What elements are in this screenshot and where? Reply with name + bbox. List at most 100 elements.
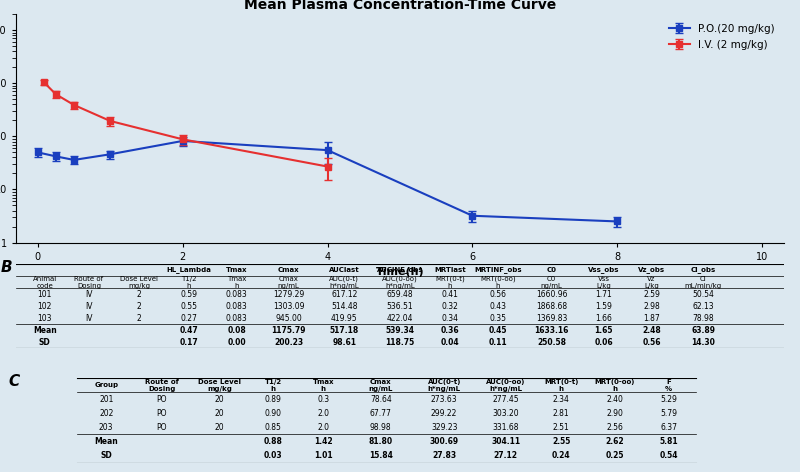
Text: T1/2
h: T1/2 h <box>265 379 282 392</box>
Text: 1.71: 1.71 <box>595 290 612 299</box>
Text: AUC(0-oo)
h*ng/mL: AUC(0-oo) h*ng/mL <box>486 379 526 392</box>
Text: 0.41: 0.41 <box>442 290 458 299</box>
Text: 2.56: 2.56 <box>606 423 623 432</box>
Text: Tmax
h: Tmax h <box>227 276 246 288</box>
Text: 98.61: 98.61 <box>332 338 356 347</box>
Text: 0.27: 0.27 <box>180 314 198 323</box>
Text: 0.11: 0.11 <box>489 338 507 347</box>
Text: 300.69: 300.69 <box>430 437 458 446</box>
Text: 1.59: 1.59 <box>595 302 612 311</box>
Text: 5.29: 5.29 <box>660 395 678 404</box>
Text: 1.01: 1.01 <box>314 451 333 460</box>
Text: 98.98: 98.98 <box>370 423 392 432</box>
Text: 20: 20 <box>214 423 224 432</box>
Text: 0.06: 0.06 <box>594 338 613 347</box>
Text: 2: 2 <box>137 302 142 311</box>
Text: 2.59: 2.59 <box>643 290 660 299</box>
Text: Vss_obs: Vss_obs <box>588 267 619 273</box>
Text: 1633.16: 1633.16 <box>534 326 569 335</box>
Text: 0.25: 0.25 <box>606 451 624 460</box>
Text: Cmax
ng/mL: Cmax ng/mL <box>278 276 299 288</box>
Text: 299.22: 299.22 <box>431 409 458 418</box>
Text: 102: 102 <box>38 302 52 311</box>
Text: 0.45: 0.45 <box>489 326 507 335</box>
Text: 945.00: 945.00 <box>275 314 302 323</box>
Text: 303.20: 303.20 <box>492 409 519 418</box>
Text: 422.04: 422.04 <box>386 314 414 323</box>
Text: 1279.29: 1279.29 <box>273 290 304 299</box>
Text: 27.12: 27.12 <box>494 451 518 460</box>
Text: PO: PO <box>157 395 167 404</box>
Text: 659.48: 659.48 <box>386 290 414 299</box>
Text: MRT(0-oo)
h: MRT(0-oo) h <box>595 379 635 392</box>
Text: 5.81: 5.81 <box>659 437 678 446</box>
Text: 81.80: 81.80 <box>369 437 393 446</box>
Text: 2: 2 <box>137 314 142 323</box>
Text: 617.12: 617.12 <box>331 290 358 299</box>
Text: C: C <box>8 374 19 389</box>
Text: 0.56: 0.56 <box>490 290 506 299</box>
Text: PO: PO <box>157 409 167 418</box>
Text: 304.11: 304.11 <box>491 437 520 446</box>
Text: 539.34: 539.34 <box>386 326 414 335</box>
Text: C0
ng/mL: C0 ng/mL <box>541 276 562 288</box>
Text: 62.13: 62.13 <box>693 302 714 311</box>
Text: Vz
L/kg: Vz L/kg <box>644 276 659 288</box>
Text: 15.84: 15.84 <box>369 451 393 460</box>
Text: AUC(0-t)
h*ng/mL: AUC(0-t) h*ng/mL <box>330 275 359 289</box>
Legend: P.O.(20 mg/kg), I.V. (2 mg/kg): P.O.(20 mg/kg), I.V. (2 mg/kg) <box>665 19 778 55</box>
Text: 0.34: 0.34 <box>442 314 458 323</box>
Text: 0.56: 0.56 <box>642 338 661 347</box>
Text: 331.68: 331.68 <box>492 423 519 432</box>
Text: 1369.83: 1369.83 <box>536 314 567 323</box>
Text: 0.55: 0.55 <box>180 302 198 311</box>
Text: 2.0: 2.0 <box>318 409 330 418</box>
Text: Mean: Mean <box>33 326 57 335</box>
Text: IV: IV <box>86 290 93 299</box>
Text: MRTINF_obs: MRTINF_obs <box>474 267 522 273</box>
Text: 2.51: 2.51 <box>553 423 570 432</box>
X-axis label: Time(h): Time(h) <box>376 267 424 277</box>
Text: 50.54: 50.54 <box>693 290 714 299</box>
Text: 1.66: 1.66 <box>595 314 612 323</box>
Text: 2.55: 2.55 <box>552 437 570 446</box>
Text: 1.42: 1.42 <box>314 437 333 446</box>
Text: 0.24: 0.24 <box>552 451 570 460</box>
Text: IV: IV <box>86 302 93 311</box>
Text: AUCINF_obs: AUCINF_obs <box>377 267 423 273</box>
Text: 0.083: 0.083 <box>226 314 248 323</box>
Text: 5.79: 5.79 <box>660 409 678 418</box>
Text: 419.95: 419.95 <box>331 314 358 323</box>
Text: B: B <box>1 260 12 275</box>
Text: 329.23: 329.23 <box>431 423 458 432</box>
Text: 0.54: 0.54 <box>659 451 678 460</box>
Text: 200.23: 200.23 <box>274 338 303 347</box>
Text: Cl
mL/min/kg: Cl mL/min/kg <box>685 276 722 288</box>
Text: MRT(0-t)
h: MRT(0-t) h <box>435 275 465 289</box>
Text: C0: C0 <box>546 267 557 273</box>
Text: 63.89: 63.89 <box>691 326 715 335</box>
Text: 273.63: 273.63 <box>431 395 458 404</box>
Text: 1868.68: 1868.68 <box>536 302 567 311</box>
Text: 0.00: 0.00 <box>227 338 246 347</box>
Text: Tmax: Tmax <box>226 267 247 273</box>
Text: Dose Level
mg/kg: Dose Level mg/kg <box>120 276 158 288</box>
Text: MRT(0-t)
h: MRT(0-t) h <box>544 379 578 392</box>
Text: AUClast: AUClast <box>329 267 360 273</box>
Text: Mean: Mean <box>94 437 118 446</box>
Text: 0.03: 0.03 <box>264 451 282 460</box>
Text: 27.83: 27.83 <box>432 451 456 460</box>
Text: MRTlast: MRTlast <box>434 267 466 273</box>
Text: MRT(0-oo)
h: MRT(0-oo) h <box>480 275 516 289</box>
Text: SD: SD <box>100 451 112 460</box>
Text: Route of
Dosing: Route of Dosing <box>145 379 178 392</box>
Text: 0.43: 0.43 <box>490 302 506 311</box>
Text: 78.98: 78.98 <box>693 314 714 323</box>
Text: 514.48: 514.48 <box>331 302 358 311</box>
Text: 0.04: 0.04 <box>441 338 459 347</box>
Text: 1175.79: 1175.79 <box>271 326 306 335</box>
Text: 0.35: 0.35 <box>490 314 506 323</box>
Text: 250.58: 250.58 <box>537 338 566 347</box>
Text: 20: 20 <box>214 395 224 404</box>
Text: 0.083: 0.083 <box>226 290 248 299</box>
